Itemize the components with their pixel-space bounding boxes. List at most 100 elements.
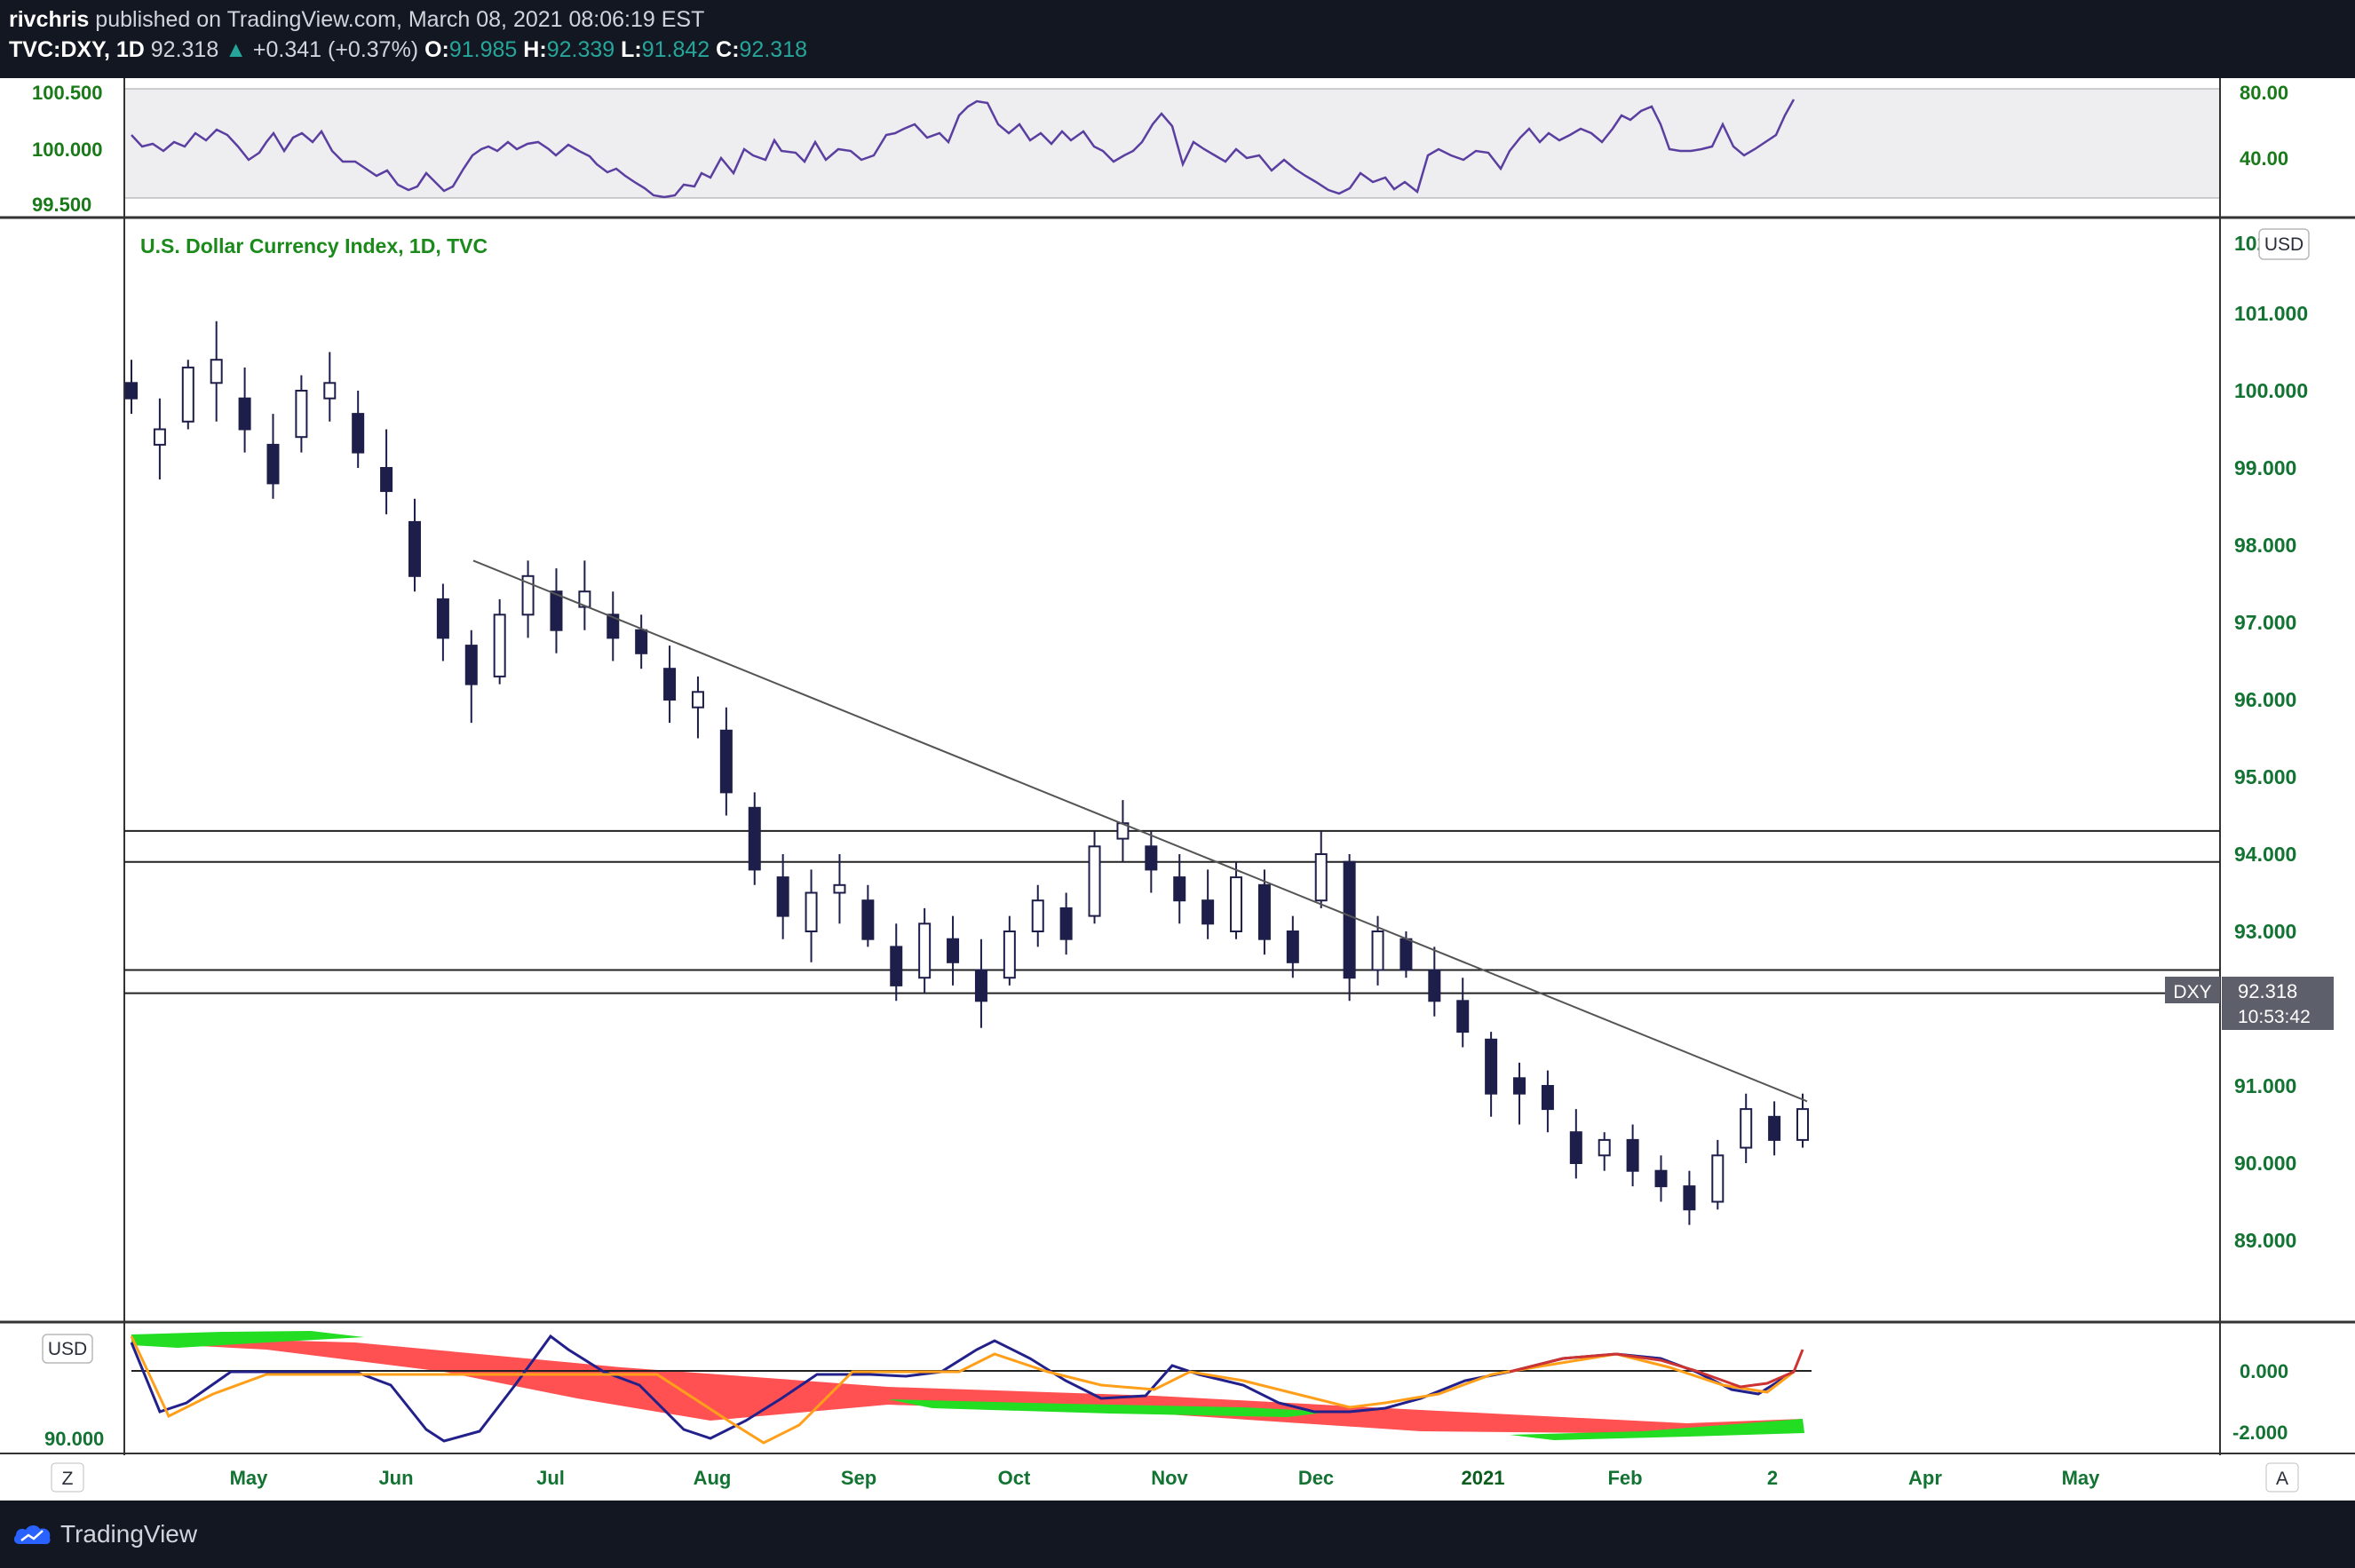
candle-body bbox=[1598, 1138, 1611, 1157]
time-label: 2021 bbox=[1462, 1467, 1505, 1489]
candle-body bbox=[125, 382, 138, 400]
candle-body bbox=[1541, 1085, 1554, 1111]
candle-body bbox=[1003, 931, 1016, 979]
candle-body bbox=[1286, 931, 1299, 963]
candle-body bbox=[521, 574, 535, 616]
tradingview-cloud-icon bbox=[13, 1524, 51, 1545]
price-tag: 92.318 bbox=[2238, 980, 2297, 1002]
time-label: Aug bbox=[694, 1467, 732, 1489]
author-name[interactable]: rivchris bbox=[9, 7, 90, 32]
time-label: Jul bbox=[536, 1467, 565, 1489]
candle-body bbox=[890, 946, 903, 986]
time-axis[interactable]: May Jun Jul Aug Sep Oct Nov Dec 2021 Feb 2 Apr May Z… bbox=[0, 1455, 2355, 1501]
candle-body bbox=[1683, 1185, 1696, 1211]
top-left-tick: 100.000 bbox=[32, 139, 103, 161]
auto-scale-left-button[interactable] bbox=[51, 1462, 84, 1493]
trendline[interactable] bbox=[472, 559, 1808, 1103]
published-text: published on TradingView.com, March 08, … bbox=[95, 7, 705, 32]
time-label: Nov bbox=[1151, 1467, 1188, 1489]
price-tick: 94.000 bbox=[2234, 843, 2296, 866]
candle-body bbox=[323, 382, 337, 400]
candle-body bbox=[947, 938, 960, 963]
close-label: C: bbox=[716, 37, 740, 62]
price-tick: 97.000 bbox=[2234, 611, 2296, 634]
right-button-label: A bbox=[2276, 1469, 2288, 1489]
open-value: 91.985 bbox=[448, 37, 518, 62]
candle-body bbox=[181, 366, 194, 423]
candle-body bbox=[1088, 845, 1101, 917]
left-button-label: Z bbox=[62, 1469, 74, 1489]
candle-body bbox=[1654, 1169, 1668, 1188]
chart-header: rivchris published on TradingView.com, M… bbox=[0, 0, 2355, 71]
candle-body bbox=[408, 520, 421, 577]
top-left-tick: 99.500 bbox=[32, 194, 91, 216]
time-label: 2 bbox=[1767, 1467, 1778, 1489]
countdown-tag: 10:53:42 bbox=[2238, 1007, 2311, 1027]
candle-body bbox=[1400, 938, 1413, 971]
candle-body bbox=[295, 390, 308, 439]
price-tick: 99.000 bbox=[2234, 456, 2296, 479]
auto-scale-right-button[interactable] bbox=[2265, 1462, 2299, 1493]
candle-body bbox=[1201, 899, 1215, 925]
price-tick: 93.000 bbox=[2234, 920, 2296, 943]
candle-body bbox=[1740, 1108, 1753, 1149]
candle-body bbox=[352, 413, 365, 454]
price-tag-bg bbox=[2222, 977, 2334, 1030]
candle-body bbox=[464, 645, 478, 685]
candle-body bbox=[266, 443, 280, 485]
time-label: Dec bbox=[1298, 1467, 1334, 1489]
brand-name: TradingView bbox=[60, 1520, 198, 1548]
candle-body bbox=[1428, 969, 1441, 1002]
tradingview-logo[interactable]: TradingView bbox=[12, 1520, 197, 1548]
candle-body bbox=[153, 428, 166, 446]
top-right-tick: 40.00 bbox=[2240, 147, 2288, 170]
bottom-right-tick: 0.000 bbox=[2240, 1360, 2288, 1382]
price-tick: 90.000 bbox=[2234, 1152, 2296, 1175]
ohlc-line: TVC:DXY, 1D 92.318 ▲ +0.341 (+0.37%) O:9… bbox=[9, 37, 807, 63]
chart-canvas bbox=[0, 78, 2355, 1501]
candle-body bbox=[833, 883, 846, 894]
price-tick: 96.000 bbox=[2234, 688, 2296, 711]
candle-body bbox=[1485, 1038, 1498, 1095]
histogram-line bbox=[1509, 1349, 1804, 1389]
candle-body bbox=[210, 359, 223, 384]
currency-badge[interactable] bbox=[2258, 228, 2310, 260]
bottom-currency-badge-label: USD bbox=[48, 1339, 87, 1359]
candle-body bbox=[1768, 1115, 1781, 1141]
change-value: +0.341 (+0.37%) bbox=[252, 37, 419, 62]
candle-body bbox=[861, 899, 875, 940]
high-value: 92.339 bbox=[546, 37, 615, 62]
currency-badge-label: USD bbox=[2264, 234, 2303, 255]
time-label: Apr bbox=[1908, 1467, 1942, 1489]
candle-body bbox=[719, 729, 733, 794]
low-value: 91.842 bbox=[641, 37, 710, 62]
close-value: 92.318 bbox=[739, 37, 807, 62]
time-label: Jun bbox=[378, 1467, 413, 1489]
candle-body bbox=[493, 614, 506, 677]
top-left-tick: 100.500 bbox=[32, 82, 103, 104]
time-label: Oct bbox=[998, 1467, 1031, 1489]
candle-body bbox=[635, 629, 648, 654]
time-label: May bbox=[230, 1467, 269, 1489]
series-title: U.S. Dollar Currency Index, 1D, TVC bbox=[140, 234, 488, 257]
candle-body bbox=[1456, 1000, 1470, 1033]
symbol-tag-bg bbox=[2165, 977, 2220, 1003]
candle-body bbox=[1230, 876, 1243, 932]
candle-body bbox=[1626, 1138, 1639, 1172]
bottom-right-tick: -2.000 bbox=[2232, 1421, 2288, 1444]
symbol-tag: DXY bbox=[2173, 982, 2211, 1002]
footer: TradingView bbox=[0, 1501, 2355, 1568]
candle-body bbox=[918, 923, 932, 979]
candle-body bbox=[436, 598, 449, 639]
candle-body bbox=[1257, 883, 1271, 940]
symbol-label[interactable]: TVC:DXY, 1D bbox=[9, 37, 145, 62]
bottom-currency-badge[interactable] bbox=[42, 1334, 93, 1364]
candle-body bbox=[974, 969, 987, 1002]
oscillator-line bbox=[131, 99, 1796, 199]
top-pane-band bbox=[124, 89, 2220, 198]
open-label: O: bbox=[424, 37, 449, 62]
candle-body bbox=[1059, 907, 1073, 940]
candle-body bbox=[1031, 899, 1044, 933]
candle-body bbox=[1173, 876, 1186, 902]
